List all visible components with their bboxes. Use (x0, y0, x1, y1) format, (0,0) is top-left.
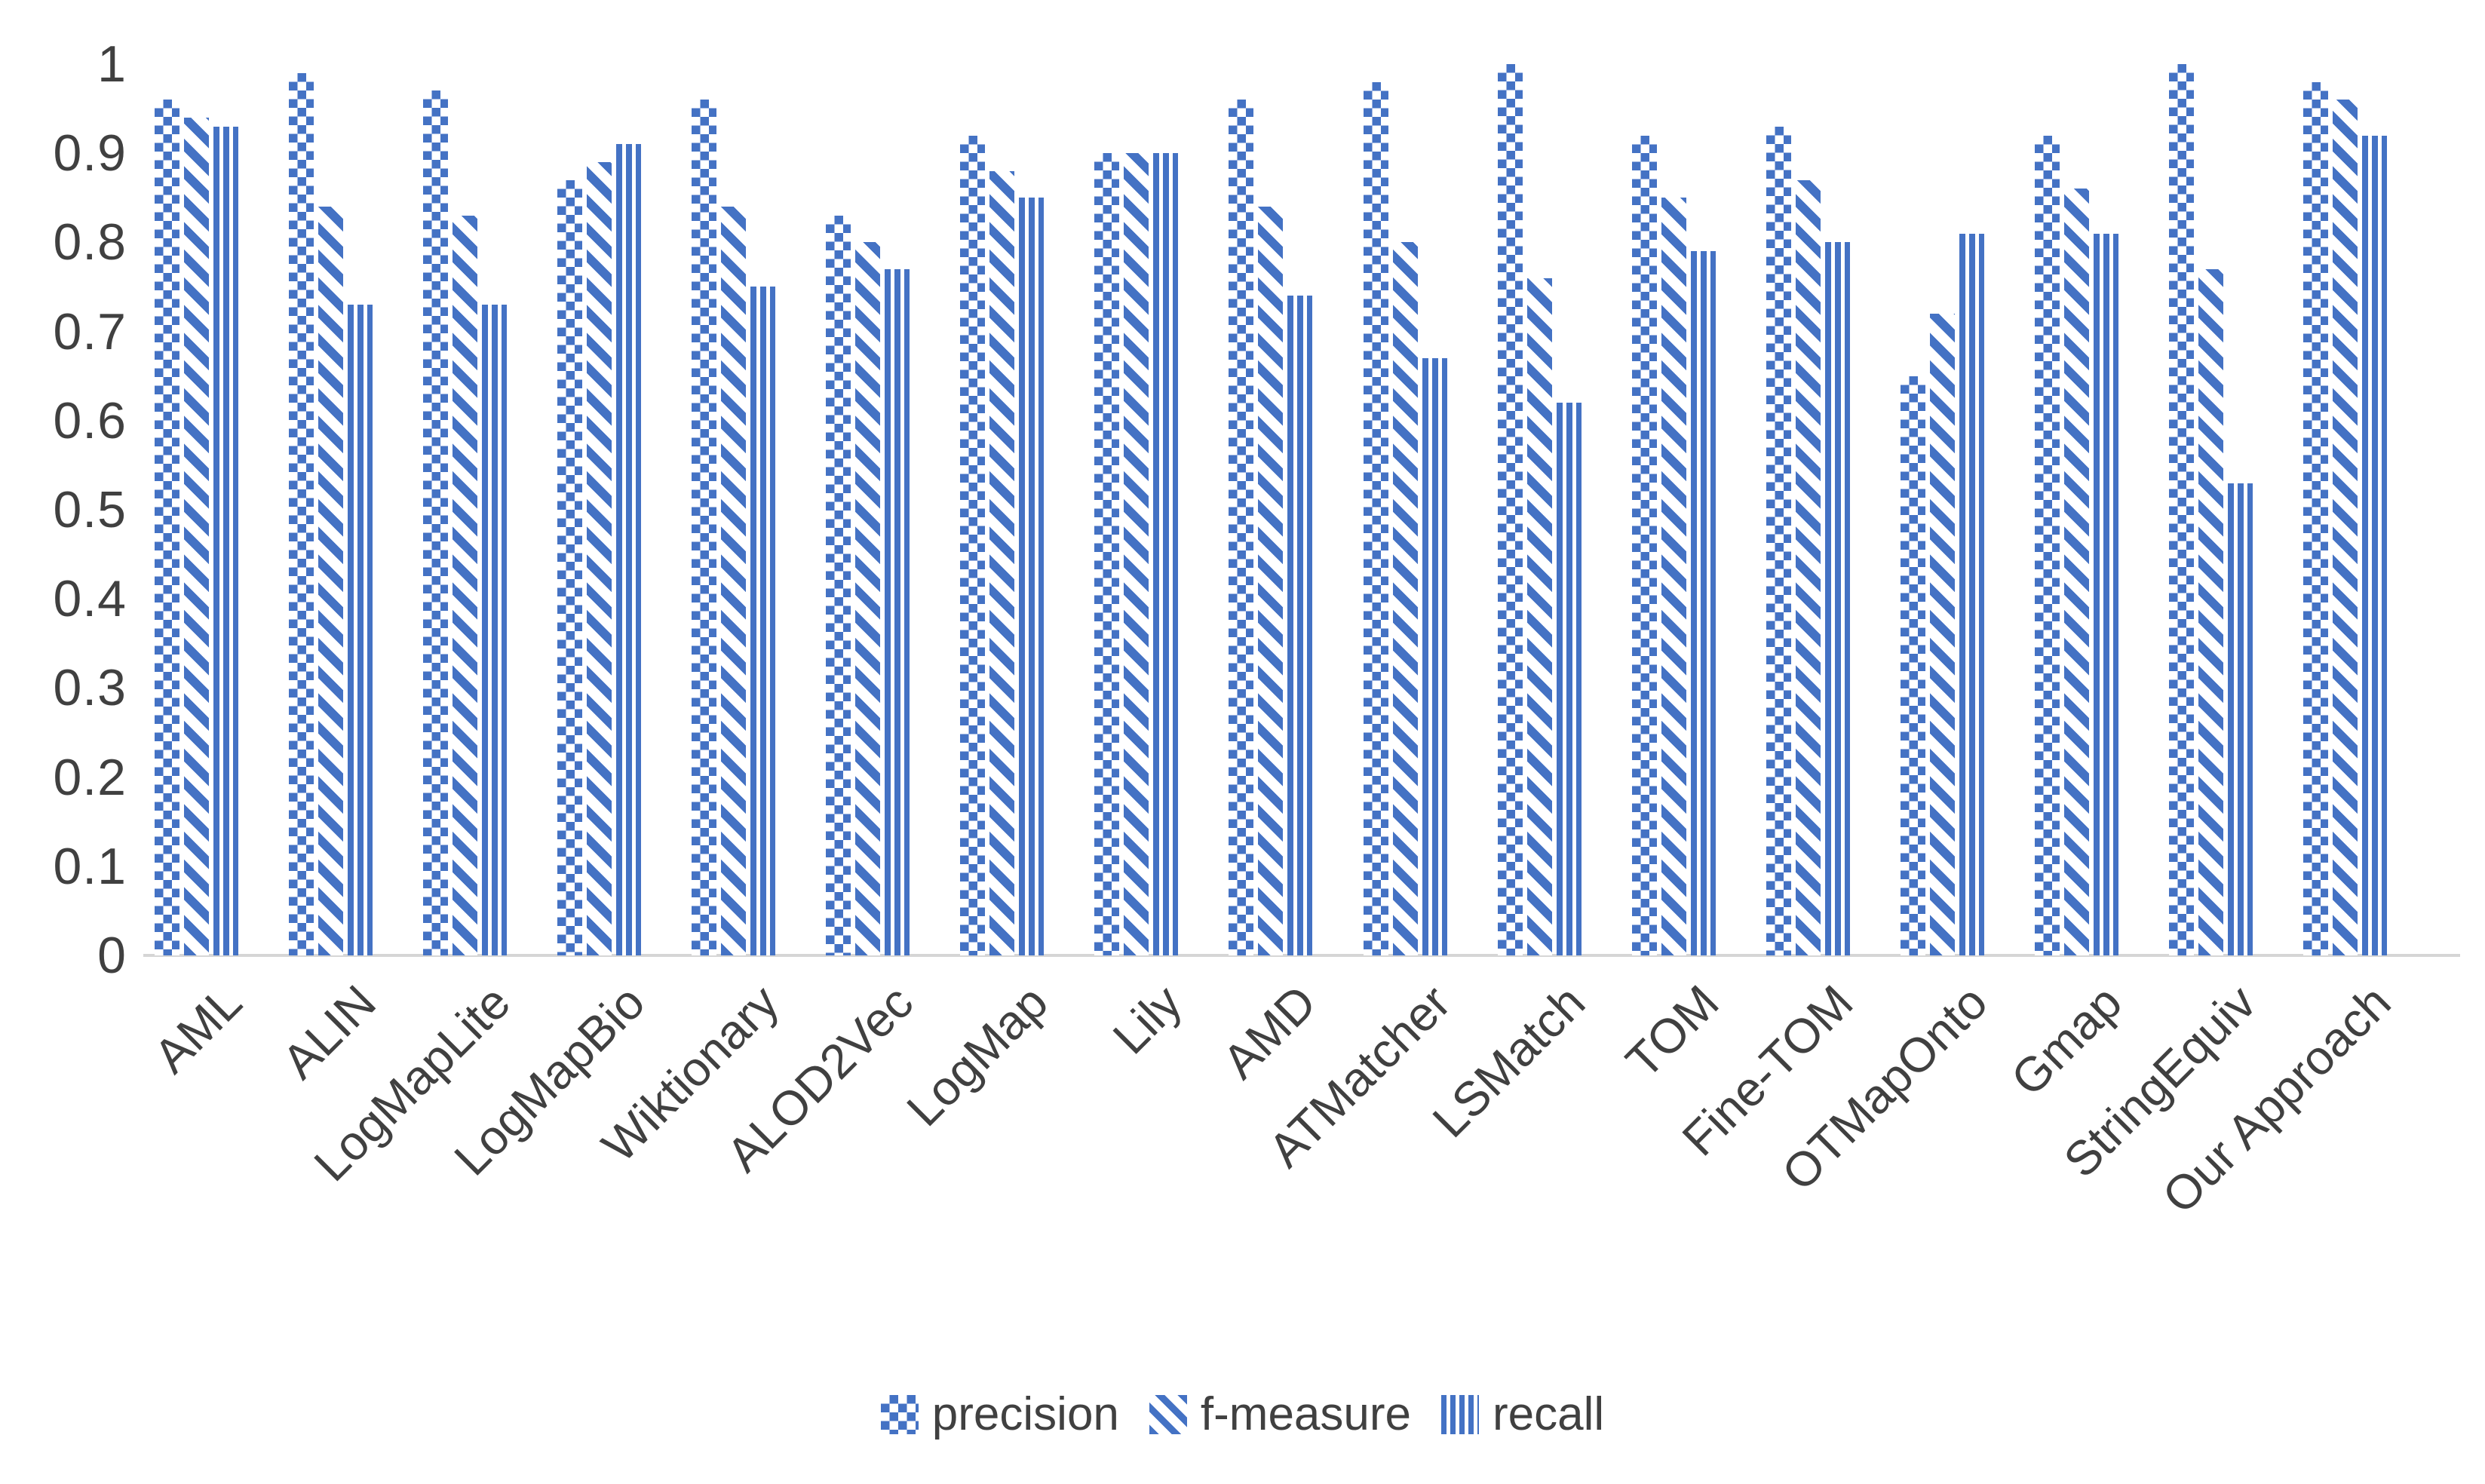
recall-bar (213, 127, 238, 955)
precision-bar (1631, 136, 1657, 955)
precision-bar (1766, 127, 1791, 955)
f-measure-bar (1258, 207, 1284, 955)
y-tick-label: 0.2 (53, 748, 127, 806)
bar-group-lsmatch (1497, 64, 1582, 955)
precision-bar (692, 100, 717, 955)
recall-bar (1153, 153, 1179, 955)
precision-bar (960, 136, 986, 955)
y-tick-label: 1 (97, 35, 127, 93)
bar-group-amd (1229, 64, 1313, 955)
legend-label: f-measure (1200, 1388, 1412, 1440)
bar-group-otmaponto (1900, 64, 1984, 955)
f-measure-bar (1661, 198, 1686, 955)
f-measure-bar (184, 118, 209, 955)
precision-bar (1229, 100, 1254, 955)
x-axis-label: AML (143, 974, 253, 1084)
recall-bar (2227, 483, 2253, 955)
bar-group-tom (1631, 64, 1716, 955)
f-measure-bar (1124, 153, 1149, 955)
checker-pattern-swatch-icon (880, 1394, 919, 1434)
legend-item-recall: recall (1441, 1387, 1604, 1441)
f-measure-bar (1526, 278, 1552, 955)
legend-label: recall (1493, 1388, 1605, 1440)
precision-bar (2034, 136, 2060, 955)
bar-group-aml (155, 64, 238, 955)
f-measure-bar (2063, 189, 2089, 955)
x-axis-label: Gmap (2000, 974, 2132, 1106)
precision-bar (826, 216, 851, 955)
f-measure-bar (318, 207, 344, 955)
y-tick-label: 0.6 (53, 391, 127, 449)
precision-bar (155, 100, 179, 955)
recall-bar (885, 269, 910, 955)
recall-bar (1422, 358, 1447, 955)
y-tick-label: 0.3 (53, 659, 127, 717)
y-tick-label: 0.5 (53, 481, 127, 538)
vert-pattern-swatch-icon (1441, 1394, 1480, 1434)
precision-bar (1900, 376, 1925, 955)
legend-item-f-measure: f-measure (1149, 1387, 1411, 1441)
x-axis-line (143, 954, 2460, 957)
x-axis-label: AMD (1212, 974, 1327, 1090)
precision-bar (289, 73, 314, 955)
bar-group-alin (289, 64, 373, 955)
recall-bar (482, 305, 508, 955)
precision-bar (423, 90, 449, 955)
recall-bar (750, 287, 776, 955)
f-measure-bar (1795, 180, 1821, 955)
precision-bar (1094, 153, 1120, 955)
y-tick-label: 0.9 (53, 124, 127, 182)
f-measure-bar (2198, 269, 2223, 955)
bar-group-our-approach (2302, 64, 2387, 955)
bar-group-gmap (2034, 64, 2118, 955)
recall-bar (2361, 136, 2387, 955)
recall-bar (2093, 234, 2118, 955)
f-measure-bar (2332, 100, 2358, 955)
precision-bar (1497, 64, 1523, 955)
bar-group-logmaplite (423, 64, 508, 955)
recall-bar (1019, 198, 1045, 955)
f-measure-bar (855, 242, 881, 955)
f-measure-bar (453, 216, 478, 955)
x-axis-label: ALIN (272, 974, 387, 1090)
recall-bar (348, 305, 373, 955)
bar-group-alod2vec (826, 64, 910, 955)
x-axis-label: LogMap (896, 974, 1058, 1137)
f-measure-bar (721, 207, 747, 955)
y-tick-label: 0 (97, 927, 127, 984)
recall-bar (1959, 234, 1984, 955)
legend-item-precision: precision (880, 1387, 1119, 1441)
x-axis-label: TOM (1615, 974, 1729, 1089)
precision-bar (2302, 82, 2328, 955)
y-tick-label: 0.4 (53, 570, 127, 628)
x-axis-label: Lily (1102, 974, 1192, 1065)
f-measure-bar (1392, 242, 1418, 955)
bar-group-stringequiv (2168, 64, 2253, 955)
recall-bar (616, 144, 642, 955)
recall-bar (1556, 403, 1582, 955)
bar-group-logmap (960, 64, 1045, 955)
f-measure-bar (989, 171, 1015, 955)
legend-label: precision (931, 1388, 1119, 1440)
y-tick-label: 0.1 (53, 837, 127, 895)
y-tick-label: 0.8 (53, 213, 127, 271)
diag-pattern-swatch-icon (1149, 1394, 1187, 1434)
legend: precision f-measure recall (0, 1387, 2485, 1441)
bar-group-wiktionary (692, 64, 776, 955)
recall-bar (1690, 251, 1716, 955)
bar-group-fine-tom (1766, 64, 1850, 955)
precision-bar (1363, 82, 1388, 955)
bar-group-logmapbio (557, 64, 642, 955)
f-measure-bar (587, 162, 612, 955)
precision-bar (557, 180, 583, 955)
bar-group-lily (1094, 64, 1179, 955)
bar-group-atmatcher (1363, 64, 1447, 955)
precision-bar (2168, 64, 2194, 955)
recall-bar (1824, 242, 1850, 955)
recall-bar (1287, 296, 1313, 955)
y-tick-label: 0.7 (53, 302, 127, 360)
f-measure-bar (1929, 314, 1955, 955)
